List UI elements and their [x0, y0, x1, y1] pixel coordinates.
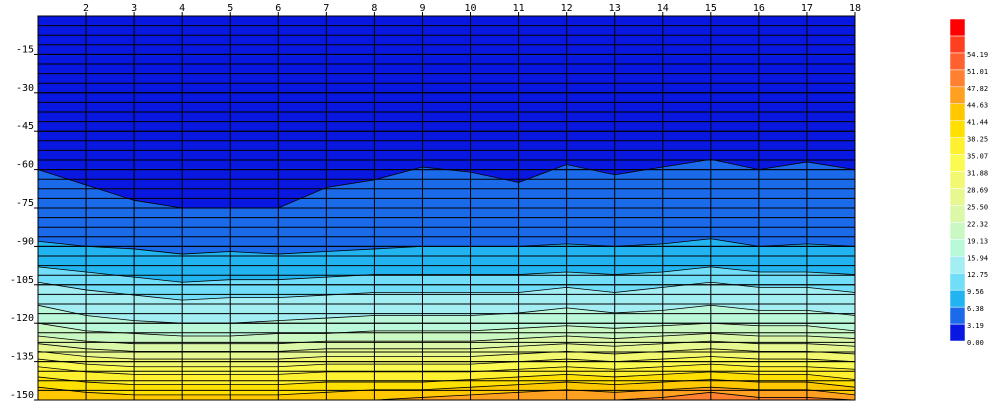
colorbar-label: 9.56	[967, 288, 984, 296]
colorbar-label: 41.44	[967, 119, 988, 127]
colorbar-swatch	[949, 205, 966, 223]
colorbar-swatch	[949, 239, 966, 257]
x-tick-label: 5	[227, 3, 233, 14]
colorbar-swatch	[949, 86, 966, 104]
colorbar-swatch	[949, 18, 966, 37]
y-tick-label: -15	[16, 44, 34, 55]
colorbar-swatch	[949, 306, 966, 325]
y-tick-label: -75	[16, 198, 34, 209]
colorbar-swatch	[949, 256, 966, 274]
x-tick-label: 2	[83, 3, 89, 14]
y-tick-label: -30	[16, 83, 34, 94]
colorbar-swatch	[949, 222, 966, 240]
x-tick-label: 15	[705, 3, 717, 14]
x-tick-label: 6	[275, 3, 281, 14]
colorbar-swatch	[949, 272, 966, 291]
colorbar-swatch	[949, 289, 966, 308]
isoline	[38, 340, 855, 352]
colorbar-label: 54.19	[967, 51, 988, 59]
y-tick-label: -120	[10, 313, 34, 324]
colorbar-label: 25.50	[967, 203, 988, 211]
isoline	[38, 348, 855, 360]
isoline	[38, 391, 855, 400]
x-tick-label: 16	[753, 3, 765, 14]
contour-band	[38, 387, 855, 400]
x-tick-label: 11	[513, 3, 525, 14]
y-tick-label: -150	[10, 390, 34, 401]
colorbar-swatch	[949, 154, 966, 172]
x-tick-label: 14	[657, 3, 669, 14]
colorbar-swatch	[949, 137, 966, 155]
colorbar-label: 6.38	[967, 305, 984, 313]
colorbar-label: 12.75	[967, 271, 988, 279]
colorbar-label: 31.88	[967, 170, 988, 178]
isoline	[38, 333, 855, 345]
y-tick-label: -45	[16, 121, 34, 132]
colorbar-label: 22.32	[967, 220, 988, 228]
x-tick-label: 3	[131, 3, 137, 14]
isoline	[38, 386, 855, 400]
x-tick-label: 8	[371, 3, 377, 14]
y-tick-label: -135	[10, 352, 34, 363]
colorbar-label: 0.00	[967, 339, 984, 347]
colorbar-label: 19.13	[967, 237, 988, 245]
isoline	[38, 266, 855, 283]
plot-area	[38, 16, 855, 400]
colorbar-label: 47.82	[967, 85, 988, 93]
colorbar-swatch	[949, 120, 966, 138]
colorbar-label: 44.63	[967, 102, 988, 110]
x-tick-label: 10	[465, 3, 477, 14]
colorbar-swatch	[949, 52, 966, 71]
plot-frame	[37, 15, 856, 401]
y-tick-label: -60	[16, 160, 34, 171]
colorbar-label: 15.94	[967, 254, 988, 262]
isoline	[38, 363, 855, 375]
colorbar-swatch	[949, 103, 966, 121]
contour-band	[38, 392, 855, 400]
colorbar-swatch	[949, 69, 966, 88]
x-tick-label: 13	[609, 3, 621, 14]
isoline	[38, 356, 855, 368]
colorbar-swatch	[949, 35, 966, 54]
x-tick-label: 12	[561, 3, 573, 14]
x-tick-label: 7	[323, 3, 329, 14]
colorbar-label: 35.07	[967, 153, 988, 161]
x-tick-label: 18	[849, 3, 861, 14]
colorbar-swatch	[949, 171, 966, 189]
colorbar-swatch	[949, 188, 966, 206]
colorbar-label: 28.69	[967, 186, 988, 194]
colorbar-label: 51.01	[967, 68, 988, 76]
y-tick-label: -105	[10, 275, 34, 286]
isoline	[38, 281, 855, 301]
y-tick-label: -90	[16, 236, 34, 247]
colorbar-swatch	[949, 323, 966, 342]
x-tick-label: 9	[419, 3, 425, 14]
x-tick-label: 17	[801, 3, 813, 14]
isoline	[38, 379, 855, 396]
x-tick-label: 4	[179, 3, 185, 14]
colorbar-label: 38.25	[967, 136, 988, 144]
colorbar-label: 3.19	[967, 322, 984, 330]
